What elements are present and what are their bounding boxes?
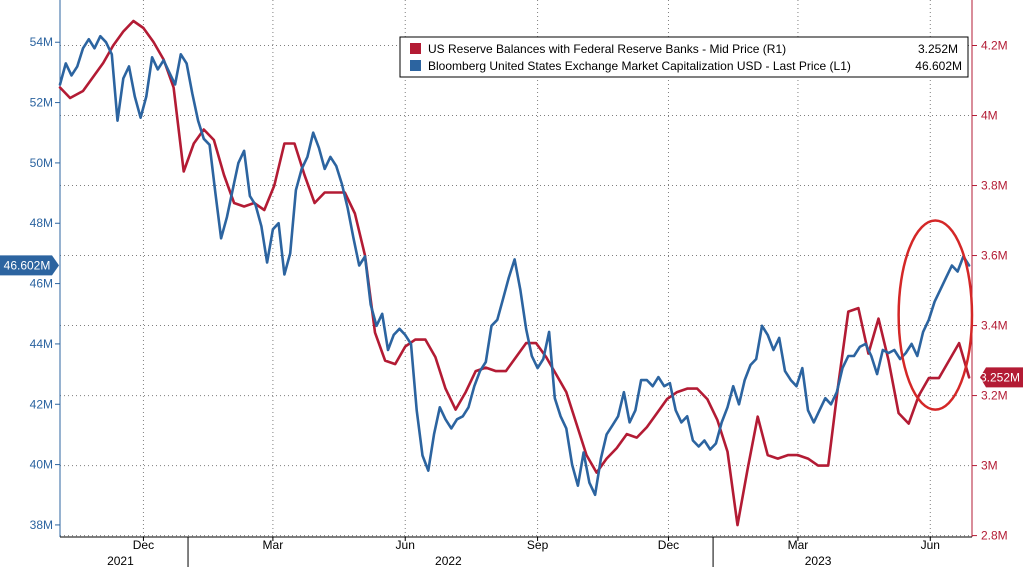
right-axis-tick-label: 3.2M: [981, 389, 1008, 403]
left-axis-tick-label: 42M: [30, 397, 53, 411]
left-axis-tick-label: 46M: [30, 277, 53, 291]
x-axis-year-label: 2021: [107, 554, 134, 567]
series-line-market-cap: [58, 34, 971, 497]
right-axis-tick-label: 4.2M: [981, 39, 1008, 53]
x-axis-tick-label: Dec: [133, 538, 154, 552]
last-value-tag-left-text: 46.602M: [4, 258, 51, 272]
right-axis-tick-label: 3.8M: [981, 179, 1008, 193]
highlight-ellipse: [897, 219, 974, 411]
left-axis-tick-label: 48M: [30, 216, 53, 230]
left-axis-tick-label: 44M: [30, 337, 53, 351]
legend-value-reserves: 3.252M: [918, 42, 958, 56]
left-axis-tick-label: 50M: [30, 156, 53, 170]
x-axis-tick-label: Jun: [921, 538, 940, 552]
x-axis-year-label: 2023: [805, 554, 832, 567]
left-axis-tick-label: 38M: [30, 518, 53, 532]
right-axis-tick-label: 4M: [981, 109, 998, 123]
last-value-tag-right-text: 3.252M: [980, 370, 1020, 384]
x-axis-tick-label: Sep: [527, 538, 549, 552]
legend-swatch-market-cap: [410, 60, 421, 71]
left-axis-tick-label: 54M: [30, 35, 53, 49]
x-axis-year-label: 2022: [435, 554, 462, 567]
legend-label-reserves: US Reserve Balances with Federal Reserve…: [428, 42, 786, 56]
x-axis-tick-label: Mar: [263, 538, 284, 552]
last-value-tag-left-bg: [0, 255, 59, 276]
legend-label-market-cap: Bloomberg United States Exchange Market …: [428, 59, 851, 73]
legend-value-market-cap: 46.602M: [915, 59, 962, 73]
right-axis-tick-label: 3.6M: [981, 249, 1008, 263]
series-line-reserves: [58, 19, 971, 527]
legend: US Reserve Balances with Federal Reserve…: [399, 36, 969, 78]
left-axis-tick-label: 40M: [30, 458, 53, 472]
last-value-tags: 46.602M 3.252M: [0, 255, 1023, 388]
x-axis-tick-label: Jun: [396, 538, 415, 552]
last-value-tag-right-bg: [980, 367, 1023, 388]
right-axis-tick-label: 3M: [981, 459, 998, 473]
series-lines: [58, 19, 971, 527]
legend-swatch-reserves: [410, 43, 421, 54]
left-axis-tick-label: 52M: [30, 96, 53, 110]
grid-lines: [60, 0, 972, 537]
x-axis-tick-label: Mar: [788, 538, 809, 552]
right-axis-tick-label: 3.4M: [981, 319, 1008, 333]
axes: 38M 40M 42M 44M 46M 48M 50M 52M 54M 2.8M 3M 3.2M 3.4…: [30, 0, 1008, 567]
legend-box: [399, 36, 969, 78]
right-axis-tick-label: 2.8M: [981, 529, 1008, 543]
x-axis-tick-label: Dec: [658, 538, 679, 552]
highlight-annotation: [897, 219, 974, 411]
